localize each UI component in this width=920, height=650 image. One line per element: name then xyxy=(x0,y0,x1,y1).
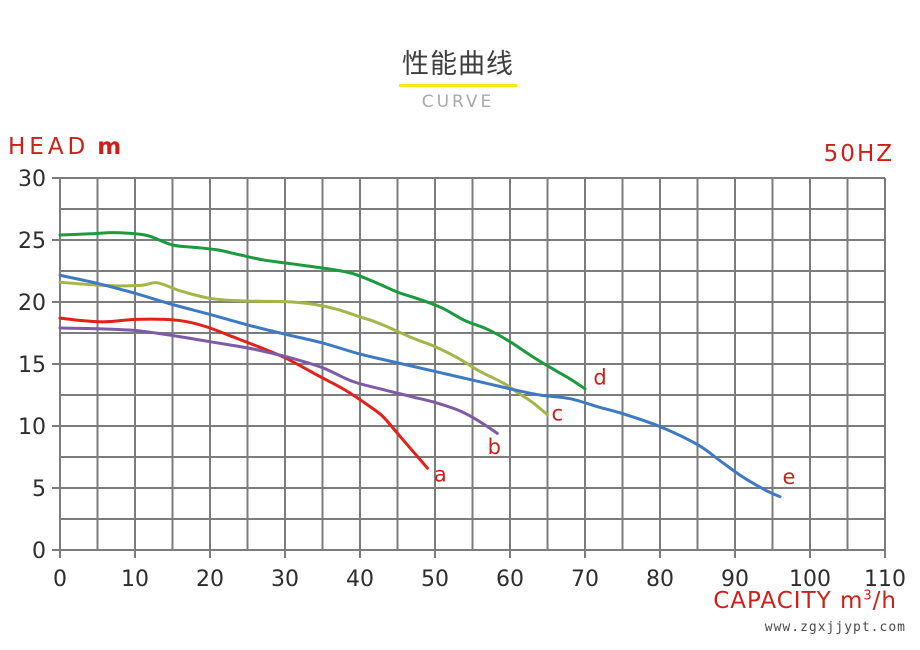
y-tick-label: 0 xyxy=(32,539,46,564)
x-axis-label: CAPACITY xyxy=(713,588,832,614)
x-tick-label: 10 xyxy=(121,567,149,592)
curve-c xyxy=(58,280,549,417)
curve-b xyxy=(58,326,499,435)
curve-label-b: b xyxy=(488,435,501,459)
x-tick-label: 30 xyxy=(271,567,299,592)
x-tick-label: 20 xyxy=(196,567,224,592)
y-tick-label: 20 xyxy=(18,291,46,316)
grid-lines xyxy=(59,177,886,551)
y-tick-label: 15 xyxy=(18,353,46,378)
x-tick-label: 60 xyxy=(496,567,524,592)
y-tick-label: 10 xyxy=(18,415,46,440)
x-axis-title: CAPACITY m3/h xyxy=(0,588,897,614)
curve-label-c: c xyxy=(552,402,564,426)
x-tick-label: 50 xyxy=(421,567,449,592)
y-axis-unit: m xyxy=(97,134,122,160)
x-tick-label: 40 xyxy=(346,567,374,592)
y-tick-label: 25 xyxy=(18,229,46,254)
y-axis-label: HEAD xyxy=(8,134,90,160)
axis-ticks xyxy=(52,177,886,558)
y-tick-label: 5 xyxy=(32,477,46,502)
curve-a xyxy=(58,316,429,470)
x-tick-label: 0 xyxy=(53,567,67,592)
x-tick-label: 80 xyxy=(646,567,674,592)
x-axis-unit-sup: 3 xyxy=(863,588,873,604)
x-tick-label: 90 xyxy=(721,567,749,592)
curve-label-e: e xyxy=(783,465,796,489)
x-tick-label: 70 xyxy=(571,567,599,592)
x-axis-unit-rest: /h xyxy=(872,588,897,614)
x-tick-label: 110 xyxy=(864,567,906,592)
title-underline-decoration xyxy=(399,84,517,87)
page-subtitle: CURVE xyxy=(421,92,495,112)
curve-d xyxy=(58,231,587,391)
y-tick-label: 30 xyxy=(18,167,46,192)
curve-e xyxy=(58,273,782,499)
curve-label-d: d xyxy=(593,366,606,390)
x-axis-unit-base: m xyxy=(839,588,864,614)
page-title: 性能曲线 xyxy=(402,49,514,80)
x-tick-label: 100 xyxy=(789,567,831,592)
y-axis-title: HEAD m xyxy=(8,134,121,160)
frequency-label: 50HZ xyxy=(823,141,894,167)
curve-label-a: a xyxy=(434,462,447,486)
watermark-url: www.zgxjjypt.com xyxy=(764,620,906,635)
